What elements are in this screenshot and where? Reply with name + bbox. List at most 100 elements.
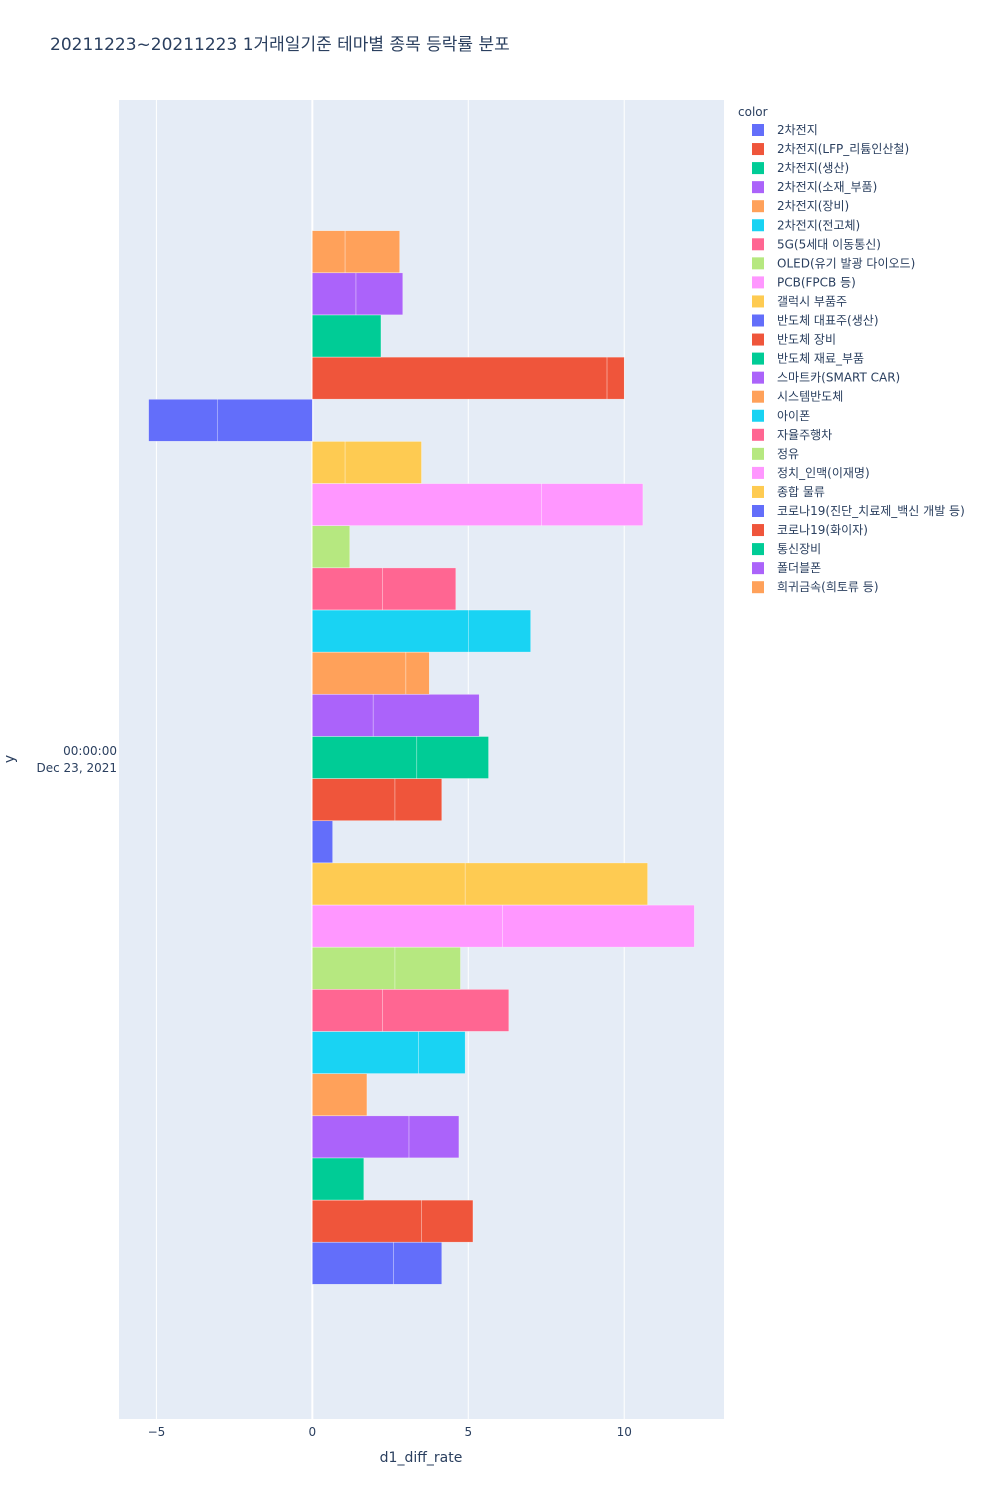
bar-segment bbox=[606, 356, 625, 400]
legend-item-label[interactable]: 통신장비 bbox=[777, 542, 821, 556]
legend-item-label[interactable]: 2차전지(LFP_리튬인산철) bbox=[777, 142, 909, 156]
legend-swatch[interactable] bbox=[752, 124, 764, 136]
legend-item-label[interactable]: 2차전지(생산) bbox=[777, 161, 849, 175]
legend-swatch[interactable] bbox=[752, 524, 764, 537]
bar-segment bbox=[312, 314, 382, 358]
bar-segment bbox=[312, 272, 357, 316]
bar-segment bbox=[312, 862, 466, 906]
y-tick-label-time: 00:00:00 bbox=[63, 744, 117, 758]
bar-segment bbox=[312, 694, 374, 737]
bar-segment bbox=[382, 567, 457, 611]
legend-item-label[interactable]: 정치_인맥(이재명) bbox=[777, 466, 870, 480]
legend-item-label[interactable]: 2차전지(전고체) bbox=[777, 218, 860, 232]
legend-swatch[interactable] bbox=[752, 295, 764, 308]
bar-segment bbox=[464, 862, 648, 906]
legend-item-label[interactable]: 희귀금속(희토류 등) bbox=[777, 580, 879, 594]
legend-swatch[interactable] bbox=[752, 200, 764, 213]
legend-swatch[interactable] bbox=[752, 409, 764, 422]
legend-title: color bbox=[738, 105, 768, 119]
legend-item-label[interactable]: 폴더블폰 bbox=[777, 561, 821, 575]
legend-item-label[interactable]: 2차전지 bbox=[777, 123, 818, 137]
legend-item-label[interactable]: 시스템반도체 bbox=[777, 390, 843, 404]
legend-item-label[interactable]: 반도체 대표주(생산) bbox=[777, 314, 879, 328]
legend-swatch[interactable] bbox=[752, 314, 764, 327]
legend-item-label[interactable]: 반도체 장비 bbox=[777, 333, 836, 347]
legend-swatch[interactable] bbox=[752, 371, 764, 384]
legend-swatch[interactable] bbox=[752, 352, 764, 365]
bar-segment bbox=[312, 356, 608, 400]
legend-item-label[interactable]: 반도체 재료_부품 bbox=[777, 352, 864, 366]
legend-item-label[interactable]: 2차전지(장비) bbox=[777, 199, 849, 213]
bar-segment bbox=[312, 947, 396, 990]
bar-segment bbox=[344, 230, 400, 273]
legend-swatch[interactable] bbox=[752, 238, 764, 251]
bar-segment bbox=[216, 399, 313, 442]
bar-segment bbox=[312, 1242, 394, 1285]
legend-item-label[interactable]: PCB(FPCB 등) bbox=[777, 275, 856, 289]
x-tick-label: 10 bbox=[617, 1425, 632, 1439]
bar-segment bbox=[405, 651, 430, 695]
bar-segment bbox=[502, 904, 695, 948]
bar-segment bbox=[312, 525, 351, 568]
legend-item-label[interactable]: 스마트카(SMART CAR) bbox=[777, 371, 900, 385]
legend-item-label[interactable]: 5G(5세대 이동통신) bbox=[777, 237, 881, 251]
bar-segment bbox=[312, 1157, 365, 1201]
bar-segment bbox=[148, 399, 218, 442]
bar-segment bbox=[312, 1031, 419, 1074]
bar-segment bbox=[312, 1073, 368, 1116]
bar-segment bbox=[421, 1199, 474, 1243]
legend-swatch[interactable] bbox=[752, 428, 764, 441]
legend-swatch[interactable] bbox=[752, 485, 764, 498]
legend-item-label[interactable]: 종합 물류 bbox=[777, 485, 825, 499]
bar-segment bbox=[541, 483, 644, 526]
legend-swatch[interactable] bbox=[752, 543, 764, 556]
bar-segment bbox=[355, 272, 404, 316]
legend-swatch[interactable] bbox=[752, 257, 764, 270]
x-tick-label: 5 bbox=[464, 1425, 472, 1439]
legend-swatch[interactable] bbox=[752, 162, 764, 175]
bar-segment bbox=[408, 1115, 460, 1159]
legend-swatch[interactable] bbox=[752, 276, 764, 289]
bar-segment bbox=[312, 651, 407, 695]
legend-swatch[interactable] bbox=[752, 219, 764, 232]
legend-item-label[interactable]: 코로나19(화이자) bbox=[777, 523, 868, 537]
legend-swatch[interactable] bbox=[752, 581, 764, 594]
legend-swatch[interactable] bbox=[752, 562, 764, 575]
legend-item-label[interactable]: 코로나19(진단_치료제_백신 개발 등) bbox=[777, 504, 965, 518]
bar-segment bbox=[312, 820, 333, 864]
legend-swatch[interactable] bbox=[752, 466, 764, 479]
legend-item-label[interactable]: 아이폰 bbox=[777, 409, 810, 423]
bar-segment bbox=[312, 483, 542, 526]
legend-item-label[interactable]: 정유 bbox=[777, 447, 799, 461]
bar-segment bbox=[468, 609, 531, 653]
bar-segment bbox=[312, 778, 396, 821]
chart-title: 20211223~20211223 1거래일기준 테마별 종목 등락률 분포 bbox=[50, 35, 510, 55]
legend-item-label[interactable]: 갤럭시 부품주 bbox=[777, 294, 847, 308]
legend-swatch[interactable] bbox=[752, 390, 764, 403]
legend-swatch[interactable] bbox=[752, 143, 764, 156]
bar-segment bbox=[312, 989, 383, 1032]
bar-segment bbox=[312, 609, 469, 653]
legend-item-label[interactable]: 2차전지(소재_부품) bbox=[777, 180, 877, 194]
bar-segment bbox=[312, 567, 383, 611]
bar-segment bbox=[393, 1242, 443, 1285]
x-axis-title: d1_diff_rate bbox=[380, 1450, 463, 1466]
bar-segment bbox=[312, 1115, 410, 1159]
legend-swatch[interactable] bbox=[752, 447, 764, 460]
bars bbox=[148, 230, 695, 1285]
legend-swatch[interactable] bbox=[752, 333, 764, 346]
y-axis-title: y bbox=[2, 755, 18, 763]
legend-swatch[interactable] bbox=[752, 505, 764, 517]
bar-segment bbox=[312, 441, 346, 484]
bar-segment bbox=[372, 694, 480, 737]
legend-item-label[interactable]: 자율주행차 bbox=[777, 427, 832, 442]
legend-item-label[interactable]: OLED(유기 발광 다이오드) bbox=[777, 256, 915, 270]
x-axis-ticks: −5 0 5 10 bbox=[148, 1425, 632, 1439]
bar-segment bbox=[312, 230, 346, 273]
bar-segment bbox=[312, 904, 503, 948]
bar-segment bbox=[416, 736, 489, 779]
legend-swatch[interactable] bbox=[752, 181, 764, 194]
bar-segment bbox=[418, 1031, 466, 1074]
x-tick-label: 0 bbox=[309, 1425, 317, 1439]
